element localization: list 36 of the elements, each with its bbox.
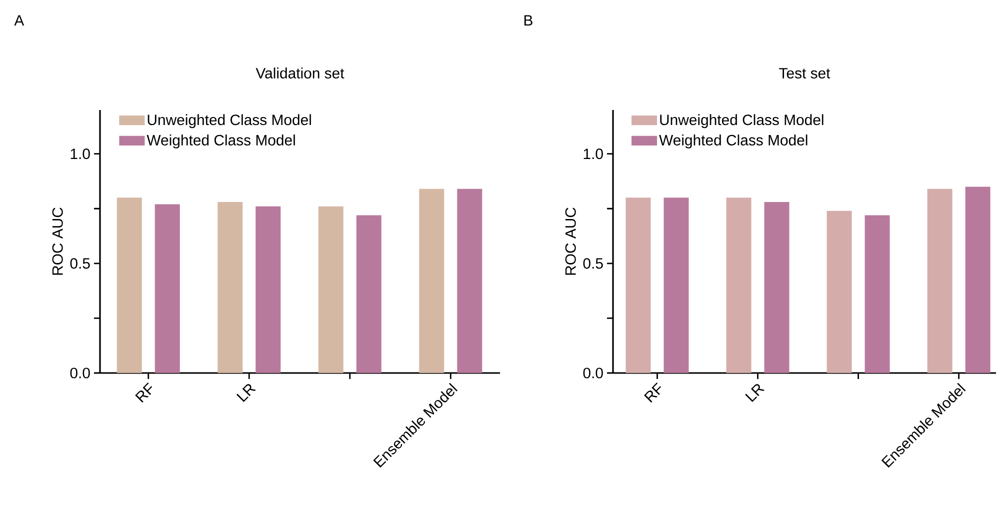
y-tick-label: 0.0 bbox=[583, 368, 603, 378]
x-tick-label: LR bbox=[236, 384, 256, 402]
bar bbox=[256, 206, 281, 373]
bar bbox=[664, 198, 689, 373]
y-tick-label: 0.0 bbox=[70, 368, 90, 378]
legend-label: Unweighted Class Model bbox=[148, 114, 311, 128]
bar bbox=[726, 198, 752, 373]
y-tick-label: 0.5 bbox=[70, 258, 90, 269]
bar bbox=[457, 188, 482, 373]
bar bbox=[116, 198, 142, 373]
y-tick-label: 1.0 bbox=[70, 148, 90, 160]
y-axis-title: ROC AUC bbox=[565, 208, 576, 275]
x-tick-label: LR bbox=[745, 384, 765, 402]
x-tick-label: RF bbox=[135, 382, 152, 403]
bar bbox=[318, 206, 344, 373]
bar bbox=[927, 188, 952, 373]
bar bbox=[218, 202, 243, 373]
bar bbox=[864, 215, 890, 373]
bar bbox=[764, 202, 790, 373]
bar bbox=[965, 186, 990, 373]
y-tick-label: 0.5 bbox=[583, 258, 603, 269]
y-tick-label: 1.0 bbox=[584, 148, 603, 160]
bar bbox=[419, 188, 444, 373]
bar bbox=[626, 198, 651, 373]
text: B bbox=[524, 15, 532, 26]
chart-title: Validation set bbox=[256, 68, 344, 78]
legend-label: Weighted Class Model bbox=[146, 134, 295, 148]
legend-label: Unweighted Class Model bbox=[660, 114, 824, 128]
bar bbox=[154, 204, 180, 373]
bar bbox=[826, 210, 852, 373]
y-axis-title: ROC AUC bbox=[52, 208, 63, 275]
bar bbox=[356, 215, 382, 373]
legend-label: Weighted Class Model bbox=[659, 134, 808, 148]
x-tick-label: RF bbox=[644, 382, 662, 403]
chart-title: Test set bbox=[779, 68, 830, 78]
text: A bbox=[14, 15, 24, 26]
